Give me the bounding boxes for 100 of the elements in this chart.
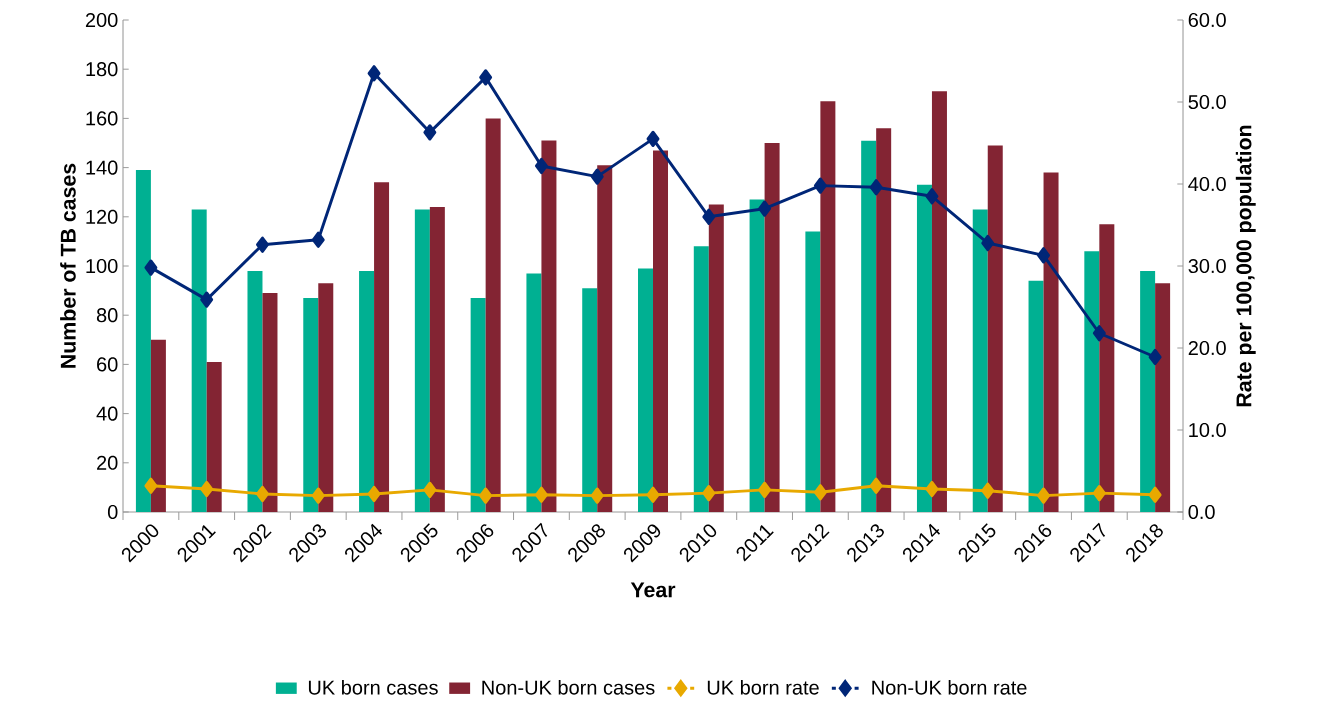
point bbox=[423, 124, 437, 141]
point bbox=[981, 234, 995, 252]
bar bbox=[749, 199, 765, 512]
bar bbox=[247, 270, 263, 512]
bar bbox=[861, 140, 877, 512]
bar bbox=[374, 182, 390, 512]
bar bbox=[931, 91, 947, 512]
bar bbox=[582, 288, 598, 512]
bar bbox=[359, 270, 375, 512]
bar bbox=[1140, 270, 1156, 512]
point bbox=[1092, 325, 1106, 342]
point bbox=[144, 259, 158, 276]
y-tick-label: 180 bbox=[86, 62, 118, 77]
bar bbox=[638, 268, 654, 512]
bar bbox=[191, 209, 207, 512]
point bbox=[367, 485, 381, 503]
point bbox=[1148, 486, 1162, 503]
point bbox=[256, 236, 269, 253]
legend-label: UK born cases bbox=[308, 679, 438, 695]
bar bbox=[805, 231, 821, 512]
point bbox=[479, 487, 493, 504]
bar bbox=[429, 206, 445, 512]
bar bbox=[876, 128, 892, 512]
y-tick-label: 20 bbox=[97, 455, 118, 470]
point bbox=[367, 65, 381, 82]
legend-label: UK born rate bbox=[707, 679, 819, 695]
bar bbox=[262, 293, 278, 512]
y-tick-label: 100 bbox=[86, 258, 118, 274]
y2-tick-label: 40.0 bbox=[1188, 176, 1226, 192]
y-tick-label: 140 bbox=[86, 160, 118, 175]
bar bbox=[414, 209, 430, 512]
bar bbox=[987, 145, 1003, 512]
point bbox=[1092, 485, 1106, 502]
bar bbox=[1155, 283, 1171, 512]
y2-axis-title: Rate per 100,000 population bbox=[1235, 125, 1256, 407]
bar bbox=[653, 150, 669, 512]
point bbox=[1148, 348, 1162, 366]
point bbox=[869, 477, 883, 494]
point bbox=[758, 481, 772, 498]
y-tick-label: 40 bbox=[96, 406, 118, 421]
y-tick-label: 160 bbox=[86, 111, 118, 126]
bar bbox=[1043, 172, 1059, 512]
y2-tick-label: 10.0 bbox=[1189, 422, 1226, 438]
bar bbox=[303, 297, 319, 512]
bar bbox=[693, 246, 709, 512]
bar bbox=[318, 283, 334, 512]
point bbox=[758, 200, 772, 217]
y-tick-label: 0 bbox=[107, 504, 118, 520]
bar bbox=[1028, 280, 1044, 512]
point bbox=[144, 477, 158, 494]
point bbox=[311, 487, 325, 504]
point bbox=[646, 130, 660, 148]
y2-tick-label: 30.0 bbox=[1188, 258, 1226, 274]
bar bbox=[135, 170, 151, 512]
point bbox=[702, 208, 716, 225]
y-axis-title: Number of TB cases bbox=[60, 163, 76, 368]
point bbox=[702, 485, 716, 502]
point bbox=[590, 487, 604, 504]
bar bbox=[1084, 251, 1100, 512]
point bbox=[813, 484, 827, 501]
y2-tick-label: 60.0 bbox=[1188, 12, 1226, 28]
point bbox=[869, 179, 883, 196]
legend-label: Non-UK born cases bbox=[482, 679, 655, 695]
bar bbox=[597, 165, 613, 512]
bar bbox=[206, 361, 222, 512]
bar bbox=[150, 339, 166, 512]
point bbox=[590, 168, 604, 185]
y2-tick-label: 0.0 bbox=[1188, 504, 1215, 520]
point bbox=[256, 485, 269, 503]
legend-label: Non-UK born rate bbox=[872, 679, 1027, 695]
point bbox=[981, 482, 995, 499]
point bbox=[534, 157, 548, 175]
point bbox=[423, 481, 437, 498]
y-tick-label: 120 bbox=[86, 209, 118, 224]
bar bbox=[526, 273, 542, 512]
point bbox=[479, 69, 493, 86]
y2-tick-label: 20.0 bbox=[1188, 340, 1226, 356]
point bbox=[925, 188, 939, 205]
point bbox=[813, 177, 827, 194]
bar bbox=[1099, 224, 1115, 512]
x-axis-title: Year bbox=[630, 582, 676, 598]
point bbox=[534, 486, 548, 503]
bar bbox=[485, 118, 501, 512]
bar bbox=[470, 297, 486, 512]
bar bbox=[972, 209, 988, 512]
point bbox=[925, 480, 939, 498]
bar bbox=[708, 204, 724, 512]
bar bbox=[764, 143, 780, 512]
bar bbox=[916, 184, 932, 512]
y-tick-label: 200 bbox=[85, 12, 118, 28]
point bbox=[200, 480, 214, 498]
bar bbox=[541, 140, 557, 512]
point bbox=[311, 231, 325, 248]
point bbox=[646, 486, 660, 503]
y-tick-label: 80 bbox=[96, 308, 118, 323]
y2-tick-label: 50.0 bbox=[1188, 94, 1226, 110]
y-tick-label: 60 bbox=[97, 357, 118, 372]
point bbox=[200, 291, 214, 308]
point bbox=[1037, 247, 1051, 264]
bar bbox=[820, 101, 836, 512]
